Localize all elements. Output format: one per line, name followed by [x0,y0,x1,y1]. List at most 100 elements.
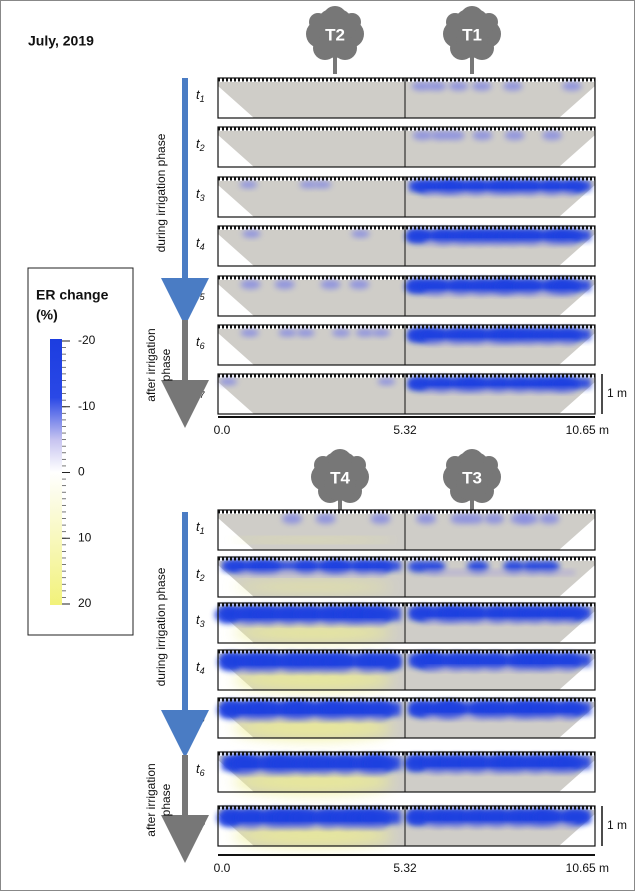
tree-crown [456,26,488,58]
blue-anomaly [309,755,338,773]
yellow-anomaly [233,669,393,691]
time-index: 3 [200,193,205,203]
blue-anomaly [555,755,583,772]
purple-fringe [425,666,575,672]
blue-anomaly [426,81,447,91]
purple-fringe [425,240,575,246]
tree-crown [323,6,347,30]
tree-label: T4 [330,468,350,487]
time-label: t2 [196,136,205,153]
ert-panel [217,225,596,267]
blue-anomaly [561,81,582,91]
yellow-anomaly [233,825,393,847]
blue-anomaly [412,180,438,194]
distance-label: 0.0 [214,423,231,437]
blue-anomaly [216,809,245,827]
blue-anomaly [281,513,303,524]
tree-trunk [470,52,474,74]
blue-anomaly [515,279,542,294]
blue-anomaly [499,180,525,194]
blue-anomaly [290,809,319,827]
blue-anomaly [518,513,539,524]
ert-panel [217,324,596,366]
blue-anomaly [355,328,375,337]
blue-anomaly [365,701,394,719]
tree-trunk [333,52,337,74]
blue-anomaly [253,701,282,719]
tree-crown [348,456,366,474]
blue-anomaly [412,130,433,141]
time-symbol: t [196,235,201,250]
time-symbol: t [196,659,201,674]
distance-label: 10.65 m [566,423,609,437]
blue-anomaly [404,229,432,244]
time-label: t7 [196,815,206,832]
blue-anomaly [461,653,488,670]
blue-anomaly [447,279,475,294]
tree: T3 [443,449,501,517]
yellow-anomaly [233,715,393,741]
blue-anomaly [556,701,584,718]
time-index: 1 [200,526,205,536]
blue-anomaly [296,328,315,337]
blue-anomaly [462,755,490,772]
tree: T4 [311,449,369,517]
blue-anomaly [471,81,492,91]
blue-anomaly [315,513,336,524]
time-index: 1 [200,94,205,104]
blue-anomaly [295,606,323,624]
blue-anomaly [366,755,395,773]
blue-anomaly [403,755,431,772]
distance-label: 5.32 [393,861,417,875]
blue-anomaly [253,606,282,624]
time-index: 5 [200,292,206,302]
tree: T2 [306,6,364,74]
blue-anomaly [541,130,563,141]
blue-anomaly [554,377,580,392]
ert-panel [217,697,596,741]
purple-fringe [238,620,385,626]
distance-label: 5.32 [393,423,417,437]
time-symbol: t [196,612,201,627]
blue-anomaly [534,653,561,670]
time-index: 7 [200,390,206,400]
panel-border [217,126,596,168]
panel-section [218,82,595,118]
blue-anomaly [463,513,485,524]
blue-anomaly [217,653,246,671]
blue-anomaly [237,809,266,827]
blue-anomaly [371,328,391,337]
blue-anomaly [463,809,491,826]
blue-anomaly [542,606,569,622]
blue-anomaly [522,606,548,622]
blue-anomaly [372,653,401,671]
title: July, 2019 [28,33,94,49]
panel-border [217,275,596,317]
scale-bar-label: 1 m [607,818,627,832]
time-label: t7 [196,383,206,400]
blue-anomaly [439,701,467,718]
blue-anomaly [421,653,448,670]
blue-anomaly [463,377,490,392]
panel-border [217,324,596,366]
purple-fringe [425,619,575,624]
time-label: t3 [196,612,205,629]
time-symbol: t [196,761,201,776]
blue-anomaly [554,653,581,670]
phase-label: during irrigation phase [154,133,168,252]
blue-anomaly [430,130,451,141]
purple-fringe [425,823,575,828]
tree-trunk [470,495,474,517]
blue-anomaly [217,701,246,719]
time-index: 7 [200,822,206,832]
blue-anomaly [325,701,354,719]
blue-anomaly [503,560,526,573]
purple-fringe [238,668,385,673]
blue-anomaly [275,606,303,624]
phase-label: phase [159,348,173,381]
blue-anomaly [289,701,318,719]
panel-border [217,805,596,847]
panel-border [217,649,596,691]
purple-fringe [425,191,575,196]
blue-anomaly [370,513,391,524]
